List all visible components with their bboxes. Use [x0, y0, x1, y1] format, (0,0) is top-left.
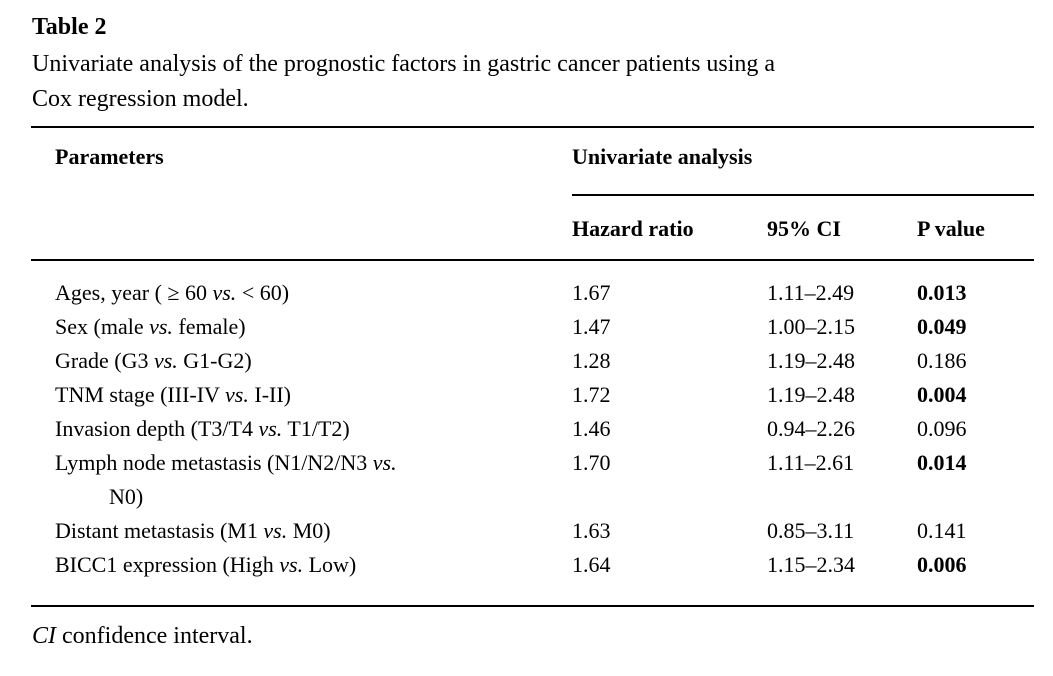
p-value-cell: 0.186	[917, 348, 967, 373]
ci-cell: 0.85–3.11	[767, 518, 855, 543]
vs-text: vs.	[153, 348, 178, 373]
parameter-text: Grade (G3	[55, 348, 154, 373]
vs-text: vs.	[263, 518, 288, 543]
column-header-spacer	[31, 216, 572, 242]
parameter-cell: Sex (male vs. female)	[31, 310, 572, 344]
table-footnote: CI confidence interval.	[32, 621, 1034, 651]
ci-cell: 1.11–2.49	[767, 280, 855, 305]
parameter-cell: Invasion depth (T3/T4 vs. T1/T2)	[31, 412, 572, 446]
table-row-tnm-stage: TNM stage (III-IV vs. I-II) 1.72 1.19–2.…	[31, 378, 1034, 412]
group-header-univariate-analysis: Univariate analysis	[572, 144, 1034, 196]
ci-cell: 1.19–2.48	[767, 382, 855, 407]
ci-cell: 1.11–2.61	[767, 450, 855, 475]
hazard-ratio-cell: 1.72	[572, 382, 611, 407]
parameter-text: Invasion depth (T3/T4	[55, 416, 259, 441]
hazard-ratio-cell: 1.70	[572, 450, 611, 475]
footnote-text: confidence interval.	[62, 623, 253, 649]
hazard-ratio-cell: 1.46	[572, 416, 611, 441]
table-row-sex: Sex (male vs. female) 1.47 1.00–2.15 0.0…	[31, 310, 1034, 344]
table-caption: Univariate analysis of the prognostic fa…	[32, 51, 776, 112]
table-row-grade: Grade (G3 vs. G1-G2) 1.28 1.19–2.48 0.18…	[31, 344, 1034, 378]
parameter-text: Distant metastasis (M1	[55, 518, 264, 543]
column-header-95ci: 95% CI	[767, 216, 841, 241]
column-header-p-value: P value	[917, 216, 985, 241]
p-value-cell: 0.096	[917, 416, 967, 441]
vs-text: vs.	[225, 382, 249, 407]
p-value-cell: 0.014	[917, 450, 967, 475]
table-row-bicc1-expression: BICC1 expression (High vs. Low) 1.64 1.1…	[31, 548, 1034, 582]
ci-cell: 1.19–2.48	[767, 348, 855, 373]
vs-text: vs.	[279, 552, 304, 577]
table-header-row-2: Hazard ratio 95% CI P value	[31, 196, 1034, 261]
parameter-text: TNM stage (III-IV	[55, 382, 226, 407]
parameter-cell: BICC1 expression (High vs. Low)	[31, 548, 572, 582]
parameter-text: Lymph node metastasis (N1/N2/N3	[55, 450, 373, 475]
parameter-text: Low)	[303, 552, 357, 577]
parameter-text: Ages, year ( ≥ 60	[55, 280, 213, 305]
vs-text: vs.	[372, 450, 397, 475]
parameter-text: female)	[172, 314, 246, 339]
parameter-cell: Grade (G3 vs. G1-G2)	[31, 344, 572, 378]
p-value-cell: 0.006	[917, 552, 967, 577]
column-header-parameters: Parameters	[55, 144, 164, 169]
table-row-ages: Ages, year ( ≥ 60 vs. < 60) 1.67 1.11–2.…	[31, 276, 1034, 310]
p-value-cell: 0.013	[917, 280, 967, 305]
parameter-cell: Ages, year ( ≥ 60 vs. < 60)	[31, 276, 572, 310]
univariate-analysis-table: Parameters Univariate analysis Hazard ra…	[31, 126, 1034, 607]
table-header-row-1: Parameters Univariate analysis	[31, 128, 1034, 196]
ci-cell: 1.15–2.34	[767, 552, 855, 577]
parameter-continuation: N0)	[109, 484, 144, 509]
hazard-ratio-cell: 1.67	[572, 280, 611, 305]
parameter-cell: Lymph node metastasis (N1/N2/N3 vs. N0)	[31, 446, 572, 514]
hazard-ratio-cell: 1.28	[572, 348, 611, 373]
parameter-cell: TNM stage (III-IV vs. I-II)	[31, 378, 572, 412]
table-label: Table 2	[32, 14, 107, 40]
p-value-cell: 0.141	[917, 518, 967, 543]
parameter-text: T1/T2)	[282, 416, 350, 441]
parameter-text: I-II)	[248, 382, 292, 407]
hazard-ratio-cell: 1.47	[572, 314, 611, 339]
parameter-text: BICC1 expression (High	[55, 552, 280, 577]
parameter-cell: Distant metastasis (M1 vs. M0)	[31, 514, 572, 548]
vs-text: vs.	[149, 314, 173, 339]
table-body: Ages, year ( ≥ 60 vs. < 60) 1.67 1.11–2.…	[31, 261, 1034, 607]
table-row-invasion-depth: Invasion depth (T3/T4 vs. T1/T2) 1.46 0.…	[31, 412, 1034, 446]
table-row-lymph-node-metastasis: Lymph node metastasis (N1/N2/N3 vs. N0) 1…	[31, 446, 1034, 514]
footnote-abbreviation: CI	[32, 623, 56, 649]
parameter-text: < 60)	[236, 280, 290, 305]
ci-cell: 1.00–2.15	[767, 314, 855, 339]
ci-cell: 0.94–2.26	[767, 416, 855, 441]
p-value-cell: 0.004	[917, 382, 967, 407]
column-header-hazard-ratio: Hazard ratio	[572, 216, 694, 241]
hazard-ratio-cell: 1.64	[572, 552, 611, 577]
p-value-cell: 0.049	[917, 314, 967, 339]
parameter-text: Sex (male	[55, 314, 150, 339]
hazard-ratio-cell: 1.63	[572, 518, 611, 543]
parameter-text: G1-G2)	[177, 348, 252, 373]
table-row-distant-metastasis: Distant metastasis (M1 vs. M0) 1.63 0.85…	[31, 514, 1034, 548]
vs-text: vs.	[212, 280, 237, 305]
vs-text: vs.	[258, 416, 283, 441]
parameter-text: M0)	[287, 518, 331, 543]
